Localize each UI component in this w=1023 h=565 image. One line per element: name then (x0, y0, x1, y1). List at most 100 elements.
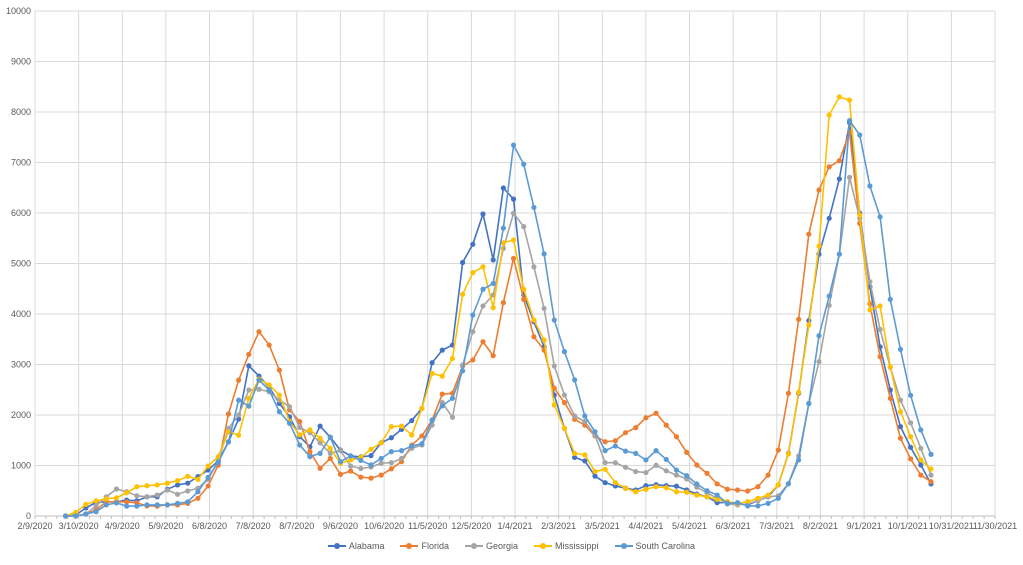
data-point-florida (928, 479, 934, 485)
data-point-florida (337, 471, 344, 477)
data-point-florida (663, 422, 669, 428)
data-point-south-carolina (246, 403, 252, 409)
data-point-florida (724, 486, 730, 492)
data-point-florida (684, 449, 690, 455)
data-point-south-carolina (643, 457, 649, 463)
data-point-florida (368, 475, 374, 481)
data-point-florida (358, 474, 364, 480)
data-point-georgia (846, 174, 853, 180)
y-tick-label: 4000 (11, 309, 31, 319)
data-point-georgia (348, 463, 354, 469)
legend-marker-icon (464, 542, 483, 550)
data-point-south-carolina (714, 492, 720, 498)
y-tick-label: 5000 (11, 259, 31, 269)
data-point-mississippi (490, 305, 496, 311)
data-point-south-carolina (531, 204, 537, 211)
data-point-south-carolina (673, 467, 680, 473)
data-point-florida (561, 400, 568, 406)
data-point-georgia (286, 404, 293, 410)
data-point-south-carolina (460, 368, 466, 374)
y-tick-label: 0 (26, 511, 31, 521)
data-point-south-carolina (500, 225, 506, 231)
data-point-georgia (877, 326, 883, 333)
data-point-florida (887, 395, 893, 401)
legend-marker-icon (534, 542, 552, 550)
x-tick-label: 2/3/2021 (541, 521, 576, 531)
data-point-georgia (582, 418, 588, 425)
data-point-mississippi (673, 489, 680, 495)
data-point-alabama (897, 424, 904, 430)
data-point-georgia (470, 329, 476, 335)
data-point-florida (551, 385, 557, 391)
data-point-georgia (164, 487, 170, 493)
data-point-florida (490, 353, 496, 359)
data-point-south-carolina (368, 462, 374, 468)
data-point-south-carolina (236, 397, 242, 403)
data-point-mississippi (276, 392, 282, 398)
data-point-south-carolina (317, 450, 323, 456)
data-point-florida (124, 499, 130, 505)
data-point-georgia (358, 465, 364, 472)
data-point-south-carolina (704, 488, 710, 494)
data-point-south-carolina (755, 503, 761, 509)
data-point-georgia (816, 359, 822, 365)
data-point-georgia (317, 440, 323, 446)
data-point-south-carolina (887, 296, 893, 302)
data-point-alabama (470, 241, 476, 247)
data-point-georgia (449, 414, 456, 420)
data-point-florida (622, 430, 629, 436)
data-point-mississippi (144, 483, 150, 489)
data-point-mississippi (449, 355, 456, 362)
data-point-mississippi (460, 291, 466, 297)
data-point-mississippi (409, 432, 415, 438)
legend-marker-icon (614, 542, 633, 550)
data-point-alabama (388, 435, 394, 441)
y-tick-label: 2000 (11, 410, 31, 420)
data-point-alabama (429, 360, 435, 366)
legend-marker-icon (400, 542, 419, 550)
legend-item-south-carolina: South Carolina (614, 541, 695, 551)
data-point-mississippi (368, 446, 374, 452)
data-point-georgia (612, 460, 618, 466)
data-point-florida (734, 487, 741, 493)
data-point-alabama (480, 211, 486, 217)
y-axis-tick-labels: 0 1000 2000 3000 4000 5000 6000 7000 8000 9000 100… (6, 6, 31, 521)
data-point-mississippi (307, 427, 313, 433)
data-point-south-carolina (551, 317, 557, 323)
data-point-alabama (368, 453, 374, 459)
data-point-south-carolina (633, 450, 639, 456)
data-point-mississippi (266, 382, 272, 388)
data-point-georgia (134, 493, 140, 499)
data-point-georgia (663, 468, 669, 474)
data-point-mississippi (816, 243, 822, 249)
data-point-georgia (93, 503, 99, 509)
data-point-mississippi (633, 489, 639, 495)
data-point-georgia (633, 468, 639, 475)
data-point-south-carolina (83, 511, 89, 517)
data-point-mississippi (541, 337, 547, 343)
data-point-mississippi (846, 97, 853, 103)
x-tick-label: 10/6/2020 (364, 521, 404, 531)
data-point-georgia (897, 397, 904, 403)
x-tick-label: 10/31/2021 (929, 521, 974, 531)
data-point-south-carolina (684, 473, 690, 479)
data-point-south-carolina (521, 161, 527, 167)
data-point-florida (419, 433, 425, 439)
data-point-south-carolina (429, 417, 435, 423)
data-point-mississippi (877, 303, 883, 309)
data-point-georgia (236, 412, 242, 418)
data-point-south-carolina (297, 442, 303, 448)
data-point-georgia (113, 486, 120, 492)
data-point-georgia (643, 469, 649, 476)
data-point-alabama (602, 480, 608, 486)
data-point-georgia (561, 392, 568, 398)
legend-label: Mississippi (555, 541, 599, 551)
y-tick-label: 7000 (11, 158, 31, 168)
data-point-south-carolina (134, 503, 140, 509)
data-point-south-carolina (215, 459, 221, 465)
data-point-south-carolina (877, 214, 883, 220)
data-point-florida (378, 472, 384, 478)
data-point-south-carolina (765, 500, 771, 506)
data-point-florida (307, 449, 313, 455)
